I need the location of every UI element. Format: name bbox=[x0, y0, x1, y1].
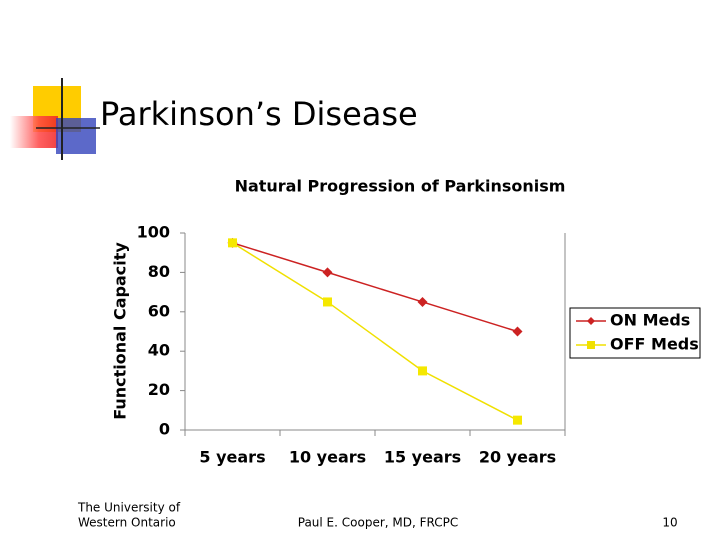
legend-box bbox=[569, 307, 701, 359]
marker bbox=[418, 366, 427, 376]
slide-title: Parkinson’s Disease bbox=[100, 95, 418, 133]
x-tick-label: 15 years bbox=[384, 448, 461, 467]
legend-marker bbox=[587, 317, 595, 325]
legend-label: OFF Meds bbox=[610, 335, 699, 354]
y-tick-label: 80 bbox=[148, 262, 170, 281]
x-tick-label: 5 years bbox=[199, 448, 265, 467]
footer-left: Western Ontario bbox=[78, 516, 176, 530]
marker bbox=[322, 267, 333, 278]
page-number: 10 bbox=[662, 516, 677, 530]
legend-label: ON Meds bbox=[610, 311, 690, 330]
y-tick-label: 100 bbox=[137, 223, 170, 242]
y-tick-label: 60 bbox=[148, 301, 170, 320]
marker bbox=[512, 326, 523, 337]
y-axis-label: Functional Capacity bbox=[111, 242, 130, 420]
y-tick-label: 20 bbox=[148, 380, 170, 399]
marker bbox=[417, 296, 428, 307]
chart-title: Natural Progression of Parkinsonism bbox=[235, 177, 566, 196]
x-tick-label: 10 years bbox=[289, 448, 366, 467]
logo bbox=[10, 78, 100, 160]
series-line bbox=[232, 242, 518, 421]
legend-marker bbox=[587, 341, 595, 349]
marker bbox=[228, 238, 237, 248]
x-tick-label: 20 years bbox=[479, 448, 556, 467]
series-line bbox=[232, 242, 518, 333]
y-tick-label: 0 bbox=[159, 420, 170, 439]
footer-center: Paul E. Cooper, MD, FRCPC bbox=[298, 516, 459, 530]
footer-left: The University of bbox=[77, 501, 181, 515]
y-tick-label: 40 bbox=[148, 341, 170, 360]
marker bbox=[323, 297, 332, 307]
marker bbox=[513, 415, 522, 425]
